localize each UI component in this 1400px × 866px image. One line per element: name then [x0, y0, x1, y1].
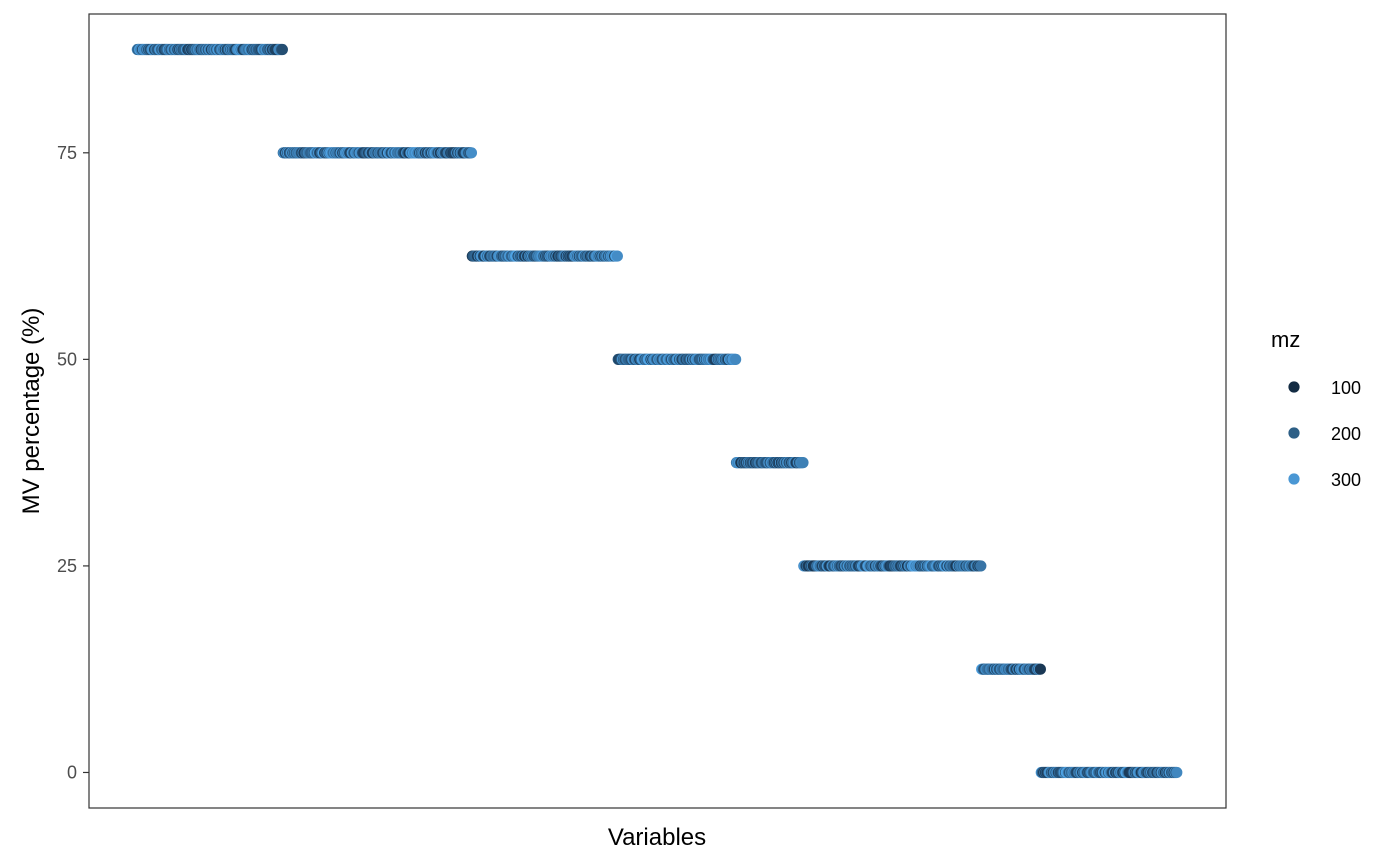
x-axis-title: Variables [608, 824, 706, 851]
legend-key [1288, 427, 1300, 439]
legend-label: 100 [1331, 378, 1361, 398]
y-tick-label: 0 [67, 762, 77, 782]
legend-key [1288, 473, 1300, 485]
data-point [465, 147, 478, 159]
data-point [276, 43, 288, 56]
data-point [975, 560, 987, 572]
plot-panel [88, 13, 1227, 809]
y-tick-label: 75 [57, 143, 77, 163]
legend-key [1288, 381, 1300, 393]
y-tick-label: 25 [57, 556, 77, 576]
data-point [1034, 663, 1046, 675]
legend-title: mz [1271, 327, 1300, 352]
data-point [611, 250, 623, 262]
data-point [730, 353, 742, 365]
y-axis-title: MV percentage (%) [18, 308, 45, 515]
y-tick-label: 50 [57, 349, 77, 369]
legend-label: 200 [1331, 424, 1361, 444]
legend-label: 300 [1331, 470, 1361, 490]
data-point [797, 457, 809, 469]
legend: mz 100 200 300 [1271, 327, 1361, 490]
data-point [1171, 766, 1183, 779]
data-points [131, 43, 1183, 779]
y-axis: 0 25 50 75 [57, 143, 89, 782]
